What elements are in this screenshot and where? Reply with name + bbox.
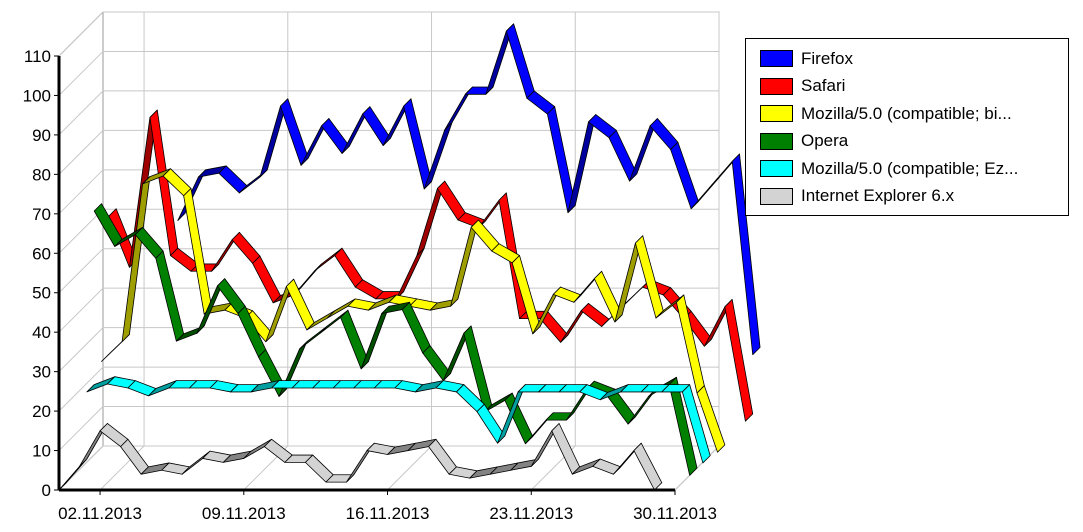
y-tick-label: 50: [32, 284, 51, 303]
series-opera: [93, 203, 698, 476]
y-tick-label: 70: [32, 205, 51, 224]
gridline-y: [58, 169, 719, 215]
series-segment: [505, 23, 535, 99]
legend-item: Safari: [760, 73, 1068, 101]
series-segment: [360, 305, 390, 370]
series-segment: [470, 219, 500, 252]
legend-label: Mozilla/5.0 (compatible; Ez...: [801, 158, 1019, 178]
series-segment: [668, 376, 698, 476]
x-tick-label: 09.11.2013: [202, 504, 286, 523]
legend-item: Mozilla/5.0 (compatible; Ez...: [760, 155, 1068, 183]
legend-item: Internet Explorer 6.x: [760, 183, 1068, 211]
series-segment: [649, 118, 679, 150]
legend-label: Safari: [801, 76, 846, 96]
legend-label: Mozilla/5.0 (compatible; bi...: [801, 103, 1012, 123]
legend-label: Internet Explorer 6.x: [801, 186, 955, 206]
legend-label: Firefox: [801, 48, 853, 68]
series-segment: [334, 247, 364, 288]
y-tick-label: 110: [24, 47, 51, 66]
legend-item: Opera: [760, 128, 1068, 156]
series-mozilla-5-0-compatible-bi-: [101, 168, 726, 453]
legend-swatch: [760, 50, 793, 68]
chart-series: [58, 23, 761, 491]
legend-swatch: [760, 77, 793, 95]
series-segment: [428, 438, 457, 475]
chart-legend: Firefox Safari Mozilla/5.0 (compatible; bi…: [745, 38, 1069, 216]
series-segment: [423, 122, 453, 190]
series-segment: [696, 385, 726, 453]
legend-item: Mozilla/5.0 (compatible; bi...: [760, 100, 1068, 128]
series-segment: [552, 286, 582, 303]
y-tick-label: 10: [32, 442, 51, 461]
series-segment: [181, 450, 211, 475]
series-segment: [231, 231, 261, 264]
series-segment: [670, 141, 699, 210]
y-tick-label: 100: [23, 86, 51, 105]
chart-ticks: 0 10 20 30 40 50 60 70 80 90 100 110 02.11.2013 09.11…: [23, 47, 717, 523]
legend-swatch: [760, 187, 793, 205]
y-tick-label: 0: [42, 481, 51, 500]
x-tick-label: 16.11.2013: [346, 504, 430, 523]
series-segment: [676, 294, 705, 394]
series-segment: [299, 325, 328, 350]
gridline-y: [58, 445, 719, 491]
series-firefox: [177, 23, 761, 356]
legend-swatch: [760, 160, 793, 178]
y-tick-label: 40: [32, 323, 51, 342]
series-segment: [635, 235, 664, 319]
legend-label: Opera: [801, 131, 849, 151]
gridline-y: [58, 287, 719, 333]
series-segment: [252, 255, 281, 304]
x-tick-label: 23.11.2013: [489, 504, 573, 523]
x-tick-label: 30.11.2013: [633, 504, 717, 523]
series-segment: [633, 442, 663, 491]
series-segment: [547, 106, 576, 214]
series-segment: [567, 114, 597, 214]
gridline-y: [58, 11, 719, 57]
gridline-y: [58, 366, 719, 412]
y-tick-label: 60: [32, 244, 51, 263]
legend-swatch: [760, 132, 793, 150]
gridline-y: [58, 327, 719, 372]
series-segment: [436, 180, 466, 221]
gridline-x: [99, 12, 145, 491]
series-segment: [280, 98, 309, 166]
series-mozilla-5-0-compatible-ez-: [86, 376, 711, 464]
series-segment: [731, 153, 761, 356]
gridline-y: [58, 90, 719, 136]
gridline-y: [58, 129, 719, 175]
series-segment: [450, 219, 479, 307]
gridline-x: [530, 12, 576, 491]
y-tick-label: 80: [32, 165, 51, 184]
legend-item: Firefox: [760, 45, 1068, 73]
series-safari: [108, 109, 754, 422]
x-tick-label: 02.11.2013: [58, 504, 142, 523]
series-segment: [681, 384, 711, 464]
chart-axes: [57, 56, 675, 492]
y-tick-label: 20: [32, 402, 51, 421]
series-segment: [183, 188, 212, 315]
series-segment: [304, 454, 334, 483]
y-tick-label: 30: [32, 363, 51, 382]
series-internet-explorer-6-x: [58, 423, 663, 491]
gridline-y: [58, 50, 719, 96]
series-segment: [403, 98, 432, 190]
gridline-x: [243, 12, 289, 491]
legend-swatch: [760, 105, 793, 123]
series-segment: [724, 299, 754, 422]
y-tick-label: 90: [32, 126, 51, 145]
series-segment: [395, 247, 425, 300]
gridline-x: [387, 12, 433, 491]
